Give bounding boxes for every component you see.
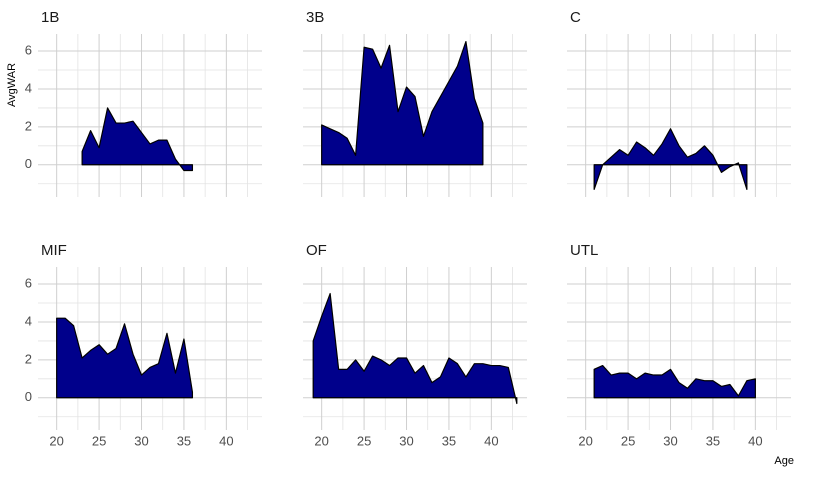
x-tick-label: 20 (49, 433, 63, 448)
area (56, 317, 194, 399)
x-tick-label: 30 (399, 433, 413, 448)
y-tick-label: 2 (25, 118, 32, 133)
area (312, 292, 518, 405)
x-tick-label: 40 (484, 433, 498, 448)
y-tick-label: 0 (25, 389, 32, 404)
x-tick-label: 20 (314, 433, 328, 448)
panel-title: C (570, 9, 581, 26)
x-tick-label: 35 (177, 433, 191, 448)
y-tick-label: 6 (25, 275, 32, 290)
area (593, 364, 756, 399)
y-tick-label: 6 (25, 42, 32, 57)
x-tick-label: 40 (219, 433, 233, 448)
area (321, 40, 484, 166)
panel-title: MIF (41, 242, 67, 259)
x-tick-label: 35 (706, 433, 720, 448)
area (593, 128, 748, 191)
x-tick-label: 30 (663, 433, 677, 448)
x-tick-label: 25 (357, 433, 371, 448)
panel-title: UTL (570, 242, 598, 259)
area (81, 107, 194, 172)
x-tick-label: 40 (748, 433, 762, 448)
x-tick-label: 25 (92, 433, 106, 448)
x-tick-label: 30 (134, 433, 148, 448)
x-tick-label: 35 (442, 433, 456, 448)
panel-title: OF (306, 242, 327, 259)
y-tick-label: 4 (25, 80, 32, 95)
panel-title: 3B (306, 9, 324, 26)
y-tick-label: 4 (25, 313, 32, 328)
y-tick-label: 0 (25, 156, 32, 171)
x-tick-label: 20 (578, 433, 592, 448)
y-axis-title: AvgWAR (6, 63, 18, 107)
y-tick-label: 2 (25, 351, 32, 366)
x-axis-title: Age (774, 455, 794, 467)
x-tick-label: 25 (621, 433, 635, 448)
panel-title: 1B (41, 9, 59, 26)
